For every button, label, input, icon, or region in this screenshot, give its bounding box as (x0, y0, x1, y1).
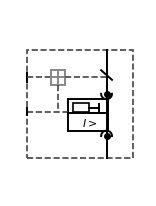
Bar (51, 70, 65, 85)
Bar (68, 99, 108, 131)
Text: $I>$: $I>$ (82, 117, 98, 129)
Bar (73, 103, 89, 112)
